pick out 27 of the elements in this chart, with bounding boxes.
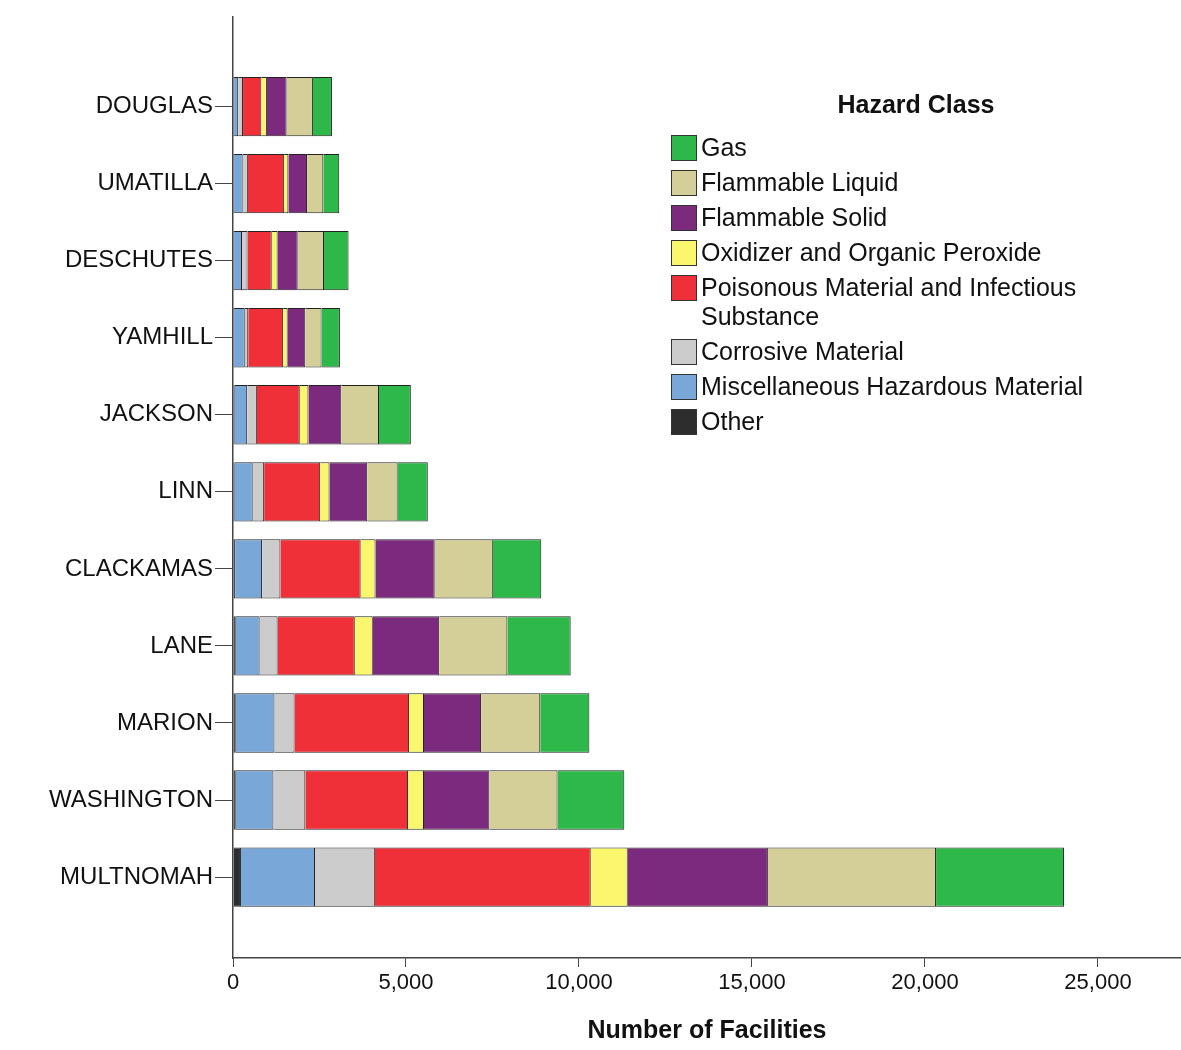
legend-label: Miscellaneous Hazardous Material: [701, 372, 1084, 401]
legend-title: Hazard Class: [836, 90, 996, 119]
y-tick-label: UMATILLA: [97, 168, 213, 196]
x-axis-title: Number of Facilities: [587, 1014, 827, 1043]
y-tick-label: MULTNOMAH: [60, 861, 213, 889]
y-tick-label: JACKSON: [99, 399, 213, 427]
legend-label: Poisonous Material and Infectious Substance: [701, 273, 1078, 331]
x-tick-label: 10,000: [545, 969, 613, 995]
legend-label: Other: [701, 407, 764, 436]
y-tick-label: DESCHUTES: [64, 245, 213, 273]
x-tick-label: 25,000: [1064, 969, 1132, 995]
legend-label: Corrosive Material: [701, 337, 904, 366]
legend-label: Flammable Liquid: [701, 168, 899, 197]
x-tick-label: 20,000: [891, 969, 959, 995]
y-tick-label: MARION: [117, 707, 213, 735]
y-tick-label: YAMHILL: [112, 322, 213, 350]
legend-label: Flammable Solid: [701, 203, 888, 232]
y-tick-label: LINN: [158, 476, 213, 504]
y-tick-label: LANE: [150, 630, 213, 658]
x-tick-label: 5,000: [378, 969, 434, 995]
x-tick-label: 15,000: [718, 969, 786, 995]
x-tick-label: 0: [226, 969, 240, 995]
legend-label: Oxidizer and Organic Peroxide: [701, 238, 1042, 267]
y-tick-label: CLACKAMAS: [64, 553, 213, 581]
y-tick-label: WASHINGTON: [48, 784, 213, 812]
y-tick-label: DOUGLAS: [95, 91, 213, 119]
legend-label: Gas: [701, 133, 747, 162]
